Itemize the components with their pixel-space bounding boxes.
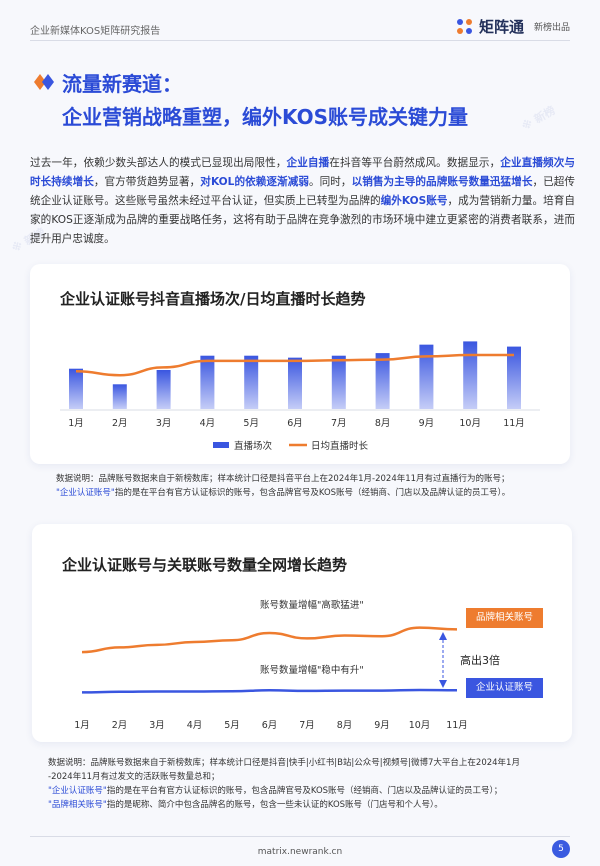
chart1-x-tick: 10月	[459, 418, 481, 429]
section-title-line2: 企业营销战略重塑，编外KOS账号成关键力量	[62, 105, 469, 129]
chart2-x-tick: 1月	[74, 720, 90, 731]
chart2-series-certified	[81, 688, 458, 694]
chart2-note: 数据说明：品牌账号数据来自于新榜数库；样本统计口径是抖音|快手|小红书|B站|公…	[48, 756, 558, 812]
chart1-x-tick: 11月	[503, 418, 525, 429]
chart2-note-line: -2024年11月有过发文的活跃账号数量总和；	[48, 772, 220, 782]
chart1-legend-bar-label: 直播场次	[234, 440, 273, 452]
chart2-x-tick: 2月	[112, 720, 128, 731]
chart1-bar	[375, 353, 390, 409]
chart2-x-tick: 10月	[409, 720, 431, 731]
intro-highlight: 以销售为主导的品牌账号数量迅猛增长	[351, 176, 533, 188]
chart2-ratio-label: 高出3倍	[460, 654, 500, 667]
footer-url[interactable]: matrix.newrank.cn	[257, 847, 343, 857]
header-divider	[30, 40, 570, 41]
chart1-note: 数据说明：品牌账号数据来自于新榜数库；样本统计口径是抖音平台上在2024年1月-…	[56, 472, 571, 500]
chart2-note-line: "品牌相关账号"指的是昵称、简介中包含品牌名的账号，包含一些未认证的KOS账号（…	[48, 798, 558, 812]
chart2-x-tick: 6月	[262, 720, 278, 731]
chart1-bar	[200, 355, 215, 409]
chart2-series-brand	[81, 626, 458, 654]
chart2-note-highlight: "企业认证账号"	[48, 786, 107, 796]
chart2-note-text: 指的是昵称、简介中包含品牌名的账号，包含一些未认证的KOS账号（门店号和个人号）…	[106, 800, 443, 810]
chart1-x-tick: 2月	[112, 418, 128, 429]
chart1-x-tick: 6月	[287, 418, 303, 429]
chart2-title: 企业认证账号与关联账号数量全网增长趋势	[62, 556, 348, 574]
chart1-note-line: "企业认证账号"指的是在平台有官方认证标识的账号，包含品牌官号及KOS账号（经销…	[56, 486, 571, 500]
chart1-legend-bar-swatch	[213, 442, 229, 448]
brand-sub: 新榜出品	[533, 23, 570, 33]
intro-text: 过去一年，依赖少数头部达人的模式已显现出局限性，	[30, 157, 287, 169]
chart2-card: 企业认证账号与关联账号数量全网增长趋势 1月 2月 3月 4月 5月 6月 7月 8月 9月 10…	[32, 524, 572, 742]
chart1-bar	[463, 341, 478, 409]
intro-text: 。同时，	[308, 176, 352, 188]
intro-highlight: 对KOL的依赖逐渐减弱	[200, 176, 309, 188]
chart1-series-line	[75, 353, 514, 377]
chart2-note-line: 数据说明：品牌账号数据来自于新榜数库；样本统计口径是抖音|快手|小红书|B站|公…	[48, 758, 520, 768]
chart1-x-tick: 9月	[419, 418, 435, 429]
chart1-legend-line-label: 日均直播时长	[311, 440, 369, 452]
chart1-note-highlight: "企业认证账号"	[56, 488, 115, 498]
chart2-x-tick: 4月	[187, 720, 203, 731]
chart1-note-line: 数据说明：品牌账号数据来自于新榜数库；样本统计口径是抖音平台上在2024年1月-…	[56, 474, 510, 484]
chart2-note-highlight: "品牌相关账号"	[48, 800, 107, 810]
brand: 矩阵通 新榜出品	[456, 16, 570, 37]
chart2-x-tick: 11月	[446, 720, 468, 731]
section-diamond-icon	[34, 74, 54, 90]
intro-highlight: 编外KOS账号	[380, 195, 448, 207]
intro-text: ，成为营销新力量。培育自家的KOS正逐渐成为品牌的重要战略任务，这将有助于品牌在…	[30, 195, 575, 245]
chart2-annotation-bottom: 账号数量增幅"稳中有升"	[260, 665, 364, 676]
chart1-card: 企业认证账号抖音直播场次/日均直播时长趋势 1月 2月 3月 4月 5月 6月 7月 8月 9月…	[30, 264, 570, 464]
chart2-note-text: 指的是在平台有官方认证标识的账号，包含品牌官号及KOS账号（经销商、门店以及品牌…	[106, 786, 503, 796]
watermark-logo: ※ 新榜	[519, 103, 558, 134]
chart1-x-tick: 7月	[331, 418, 347, 429]
chart1-bar	[507, 346, 521, 409]
chart2-x-tick: 9月	[374, 720, 390, 731]
chart1-bar	[288, 357, 302, 409]
chart1-note-text: 指的是在平台有官方认证标识的账号，包含品牌官号及KOS账号（经销商、门店以及品牌…	[114, 488, 511, 498]
chart1-bar	[156, 370, 171, 409]
chart1-title: 企业认证账号抖音直播场次/日均直播时长趋势	[60, 290, 366, 308]
badge-brand-accounts: 品牌相关账号	[466, 608, 544, 628]
chart2-x-tick: 3月	[149, 720, 165, 731]
chart1-x-tick: 8月	[375, 418, 391, 429]
brand-name: 矩阵通	[478, 18, 524, 36]
chart2-x-tick: 8月	[337, 720, 353, 731]
report-title: 企业新媒体KOS矩阵研究报告	[30, 26, 161, 37]
footer-divider	[30, 836, 570, 837]
chart1-x-tick: 1月	[68, 418, 84, 429]
chart2-x-tick: 7月	[299, 720, 315, 731]
chart2-x-tick: 5月	[224, 720, 240, 731]
chart1-bar	[419, 344, 434, 409]
intro-text: 在抖音等平台蔚然成风。数据显示，	[329, 157, 501, 169]
intro-text: ，官方带货趋势显著，	[93, 176, 201, 188]
intro-highlight: 企业自播	[286, 157, 330, 169]
section-title-line1: 流量新赛道：	[62, 72, 182, 96]
chart1-x-tick: 3月	[156, 418, 172, 429]
brand-logo-icon	[456, 18, 473, 35]
chart1-x-tick: 4月	[200, 418, 216, 429]
chart2-arrow-head-up	[439, 632, 447, 640]
chart1-bar	[112, 384, 127, 409]
page-number: 5	[552, 840, 570, 858]
chart1-bar	[331, 355, 346, 409]
intro-paragraph: 过去一年，依赖少数头部达人的模式已显现出局限性，企业自播在抖音等平台蔚然成风。数…	[30, 154, 575, 249]
chart2-note-line: "企业认证账号"指的是在平台有官方认证标识的账号，包含品牌官号及KOS账号（经销…	[48, 784, 558, 798]
chart1-x-tick: 5月	[243, 418, 259, 429]
intro-text: ，已超传统企业认证账号。这些账号虽然未经过平台认证，但实质上已转型为品牌的	[30, 176, 576, 207]
chart1-bar	[69, 368, 83, 409]
chart2-arrow-head-down	[439, 680, 447, 688]
chart2-plot: 1月 2月 3月 4月 5月 6月 7月 8月 9月 10月 11月	[74, 626, 468, 731]
chart1-bar	[244, 355, 259, 409]
intro-highlight: 企业直播频次与时长持续增长	[30, 157, 576, 188]
badge-certified-accounts: 企业认证账号	[466, 678, 544, 698]
chart2-annotation-top: 账号数量增幅"高歌猛进"	[260, 600, 364, 611]
